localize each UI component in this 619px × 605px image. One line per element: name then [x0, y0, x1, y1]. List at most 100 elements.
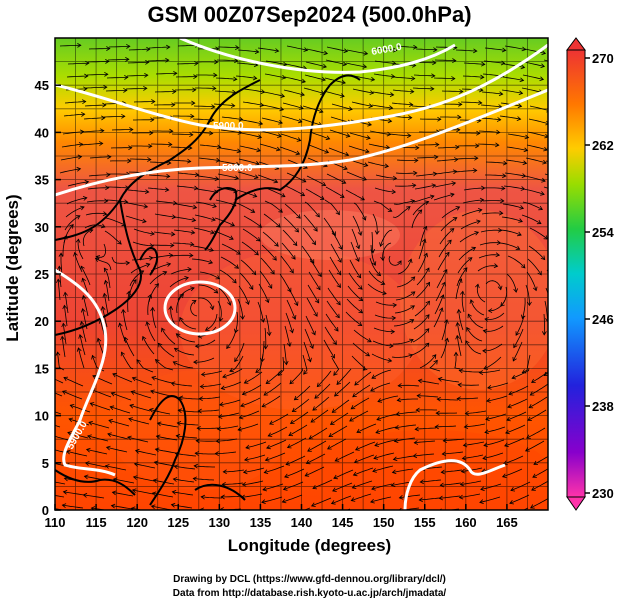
streamline [242, 384, 262, 395]
streamline [111, 256, 130, 264]
streamline-arrow [417, 209, 423, 214]
streamline [150, 390, 172, 397]
streamline-arrow [150, 389, 155, 395]
streamline-arrow [425, 267, 430, 273]
streamline-arrow [497, 285, 503, 291]
streamline-arrow [338, 245, 343, 250]
streamline-arrow [554, 284, 558, 288]
streamline [284, 468, 305, 478]
streamline [190, 300, 198, 317]
streamline [530, 383, 548, 396]
streamline [355, 441, 376, 451]
streamline-arrow [296, 214, 301, 219]
streamline [235, 75, 257, 79]
streamline-arrow [216, 144, 222, 150]
streamline [226, 329, 237, 349]
streamline [283, 216, 299, 233]
streamline-arrow [316, 382, 322, 388]
streamline [391, 102, 413, 106]
streamline [280, 255, 294, 274]
streamline [149, 409, 171, 415]
streamline-arrow [518, 218, 523, 223]
streamline-arrow [391, 469, 397, 475]
streamline-arrow [361, 215, 367, 221]
streamline-arrow [263, 469, 269, 474]
streamline-arrow [251, 270, 257, 276]
streamline [479, 369, 501, 373]
streamline-arrow [238, 414, 244, 420]
streamline [239, 272, 254, 290]
streamline [510, 481, 531, 491]
streamline [528, 396, 548, 408]
streamline [455, 278, 462, 300]
streamline [191, 258, 213, 264]
streamline-arrow [423, 252, 428, 258]
streamline-arrow [330, 353, 335, 359]
streamline-arrow [267, 432, 273, 437]
streamline [264, 327, 267, 349]
streamline-arrow [462, 442, 468, 448]
streamline [502, 76, 524, 81]
streamline-arrow [523, 147, 529, 153]
streamline-arrow [473, 168, 478, 173]
streamline [241, 493, 263, 498]
streamline-arrow [82, 99, 87, 105]
streamline [201, 370, 223, 375]
streamline [395, 172, 417, 174]
streamline-arrow [395, 411, 401, 417]
streamline [151, 143, 172, 145]
streamline-arrow [81, 294, 87, 300]
streamline-arrow [265, 379, 271, 384]
streamline [308, 271, 321, 290]
streamline [349, 259, 362, 279]
streamline-arrow [441, 451, 447, 457]
streamline-arrow [431, 183, 437, 189]
streamline-arrow [388, 105, 394, 111]
streamline-arrow [105, 445, 111, 451]
streamline [396, 276, 415, 288]
streamline [356, 423, 377, 433]
streamline-arrow [435, 410, 440, 416]
streamline [312, 479, 333, 489]
streamline [199, 396, 221, 400]
streamline [216, 438, 238, 442]
streamline [330, 412, 349, 425]
streamline [488, 299, 506, 312]
streamline-arrow [266, 444, 271, 450]
streamline [330, 243, 342, 263]
streamline [257, 47, 279, 52]
streamline-arrow [418, 497, 424, 503]
streamline [415, 427, 437, 430]
colorbar-tick-label: 230 [592, 486, 614, 501]
streamline [103, 267, 111, 289]
streamline [418, 511, 439, 513]
streamline-arrow [316, 285, 321, 291]
streamline [479, 242, 501, 246]
streamline [220, 256, 239, 269]
streamline [348, 272, 363, 290]
streamline-arrow [62, 304, 68, 310]
streamline-arrow [333, 474, 338, 480]
streamline-arrow [62, 489, 68, 495]
streamline-arrow [132, 475, 138, 480]
streamline-arrow [549, 357, 553, 361]
streamline [545, 160, 548, 162]
streamline-arrow [486, 398, 491, 403]
streamline-arrow [264, 457, 270, 462]
lon-tick-label: 160 [455, 515, 477, 530]
streamline [479, 117, 501, 121]
streamline-arrow [485, 416, 490, 422]
streamline [155, 72, 177, 75]
streamline-arrow [321, 181, 327, 187]
streamline-arrow [390, 329, 396, 335]
lon-tick-label: 140 [291, 515, 313, 530]
streamline-arrow [438, 307, 444, 312]
streamline [370, 382, 391, 392]
streamline-arrow [527, 416, 532, 421]
streamline-arrow [520, 263, 526, 269]
streamline [304, 74, 326, 81]
streamline [90, 402, 111, 411]
streamline [306, 48, 328, 54]
streamline [179, 317, 197, 330]
streamline [375, 47, 397, 51]
